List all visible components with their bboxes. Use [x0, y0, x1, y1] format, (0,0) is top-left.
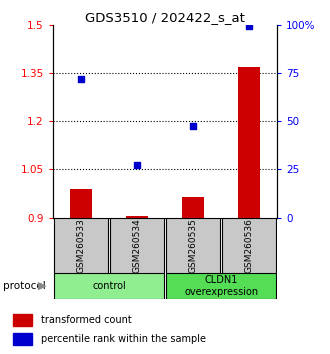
- Bar: [182, 197, 204, 218]
- Point: [78, 76, 83, 82]
- Point: [134, 162, 140, 167]
- Text: protocol: protocol: [3, 281, 46, 291]
- Text: CLDN1
overexpression: CLDN1 overexpression: [184, 275, 258, 297]
- Title: GDS3510 / 202422_s_at: GDS3510 / 202422_s_at: [85, 11, 245, 24]
- Bar: [13, 333, 32, 346]
- Bar: [222, 218, 276, 273]
- Text: GSM260535: GSM260535: [188, 218, 198, 273]
- Point: [247, 24, 252, 29]
- Bar: [13, 314, 32, 326]
- Text: ▶: ▶: [38, 281, 46, 291]
- Bar: [126, 216, 148, 218]
- Text: GSM260536: GSM260536: [245, 218, 254, 273]
- Text: GSM260534: GSM260534: [132, 218, 142, 273]
- Bar: [54, 273, 164, 299]
- Text: GSM260533: GSM260533: [76, 218, 85, 273]
- Text: transformed count: transformed count: [42, 315, 132, 325]
- Bar: [54, 218, 108, 273]
- Bar: [238, 67, 260, 218]
- Text: control: control: [92, 281, 126, 291]
- Bar: [70, 189, 92, 218]
- Bar: [166, 218, 220, 273]
- Bar: [166, 273, 276, 299]
- Point: [190, 123, 196, 129]
- Text: percentile rank within the sample: percentile rank within the sample: [42, 335, 207, 344]
- Bar: [110, 218, 164, 273]
